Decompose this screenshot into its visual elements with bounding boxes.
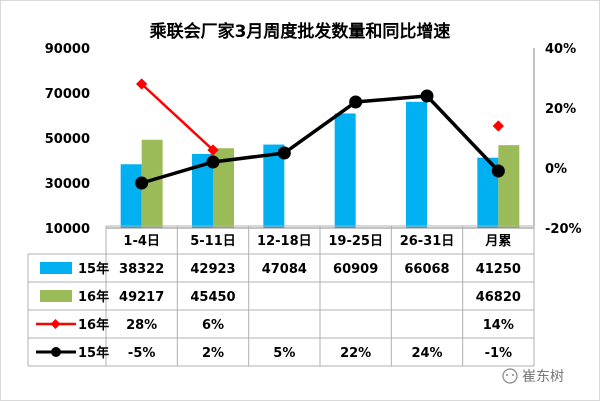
legend-key: [40, 262, 72, 274]
bar: [141, 139, 163, 228]
data-label: 38322: [119, 262, 164, 277]
data-label: -1%: [485, 346, 512, 361]
y2-tick-label: -20%: [545, 222, 582, 237]
bar: [334, 113, 356, 228]
wechat-icon: [502, 368, 518, 384]
data-label: 41250: [476, 262, 521, 277]
y-tick-label: 10000: [45, 222, 90, 237]
y2-tick-label: 20%: [545, 102, 576, 117]
line-marker: [349, 95, 363, 109]
category-label: 12-18日: [257, 234, 312, 249]
data-label: 22%: [340, 346, 371, 361]
bar: [477, 157, 499, 228]
data-label: 47084: [262, 262, 307, 277]
legend-label: 15年: [78, 345, 109, 361]
line-marker: [206, 155, 220, 169]
data-label: 66068: [404, 262, 449, 277]
watermark: 崔东树: [502, 368, 564, 385]
data-label: 2%: [202, 346, 224, 361]
category-label: 19-25日: [328, 234, 383, 249]
bar: [213, 148, 234, 228]
line-marker: [135, 176, 149, 190]
series-line: [140, 83, 214, 151]
bar: [192, 153, 213, 228]
bar: [263, 144, 285, 228]
y-tick-label: 50000: [45, 132, 90, 147]
category-label: 1-4日: [123, 234, 160, 249]
data-label: -5%: [128, 346, 155, 361]
data-label: 5%: [273, 346, 295, 361]
line-marker: [207, 144, 219, 156]
category-label: 26-31日: [400, 234, 455, 249]
data-label: 6%: [202, 318, 224, 333]
category-label: 月累: [484, 233, 511, 249]
legend-label: 15年: [78, 261, 109, 277]
bar-series: [106, 101, 534, 229]
y2-tick-label: 0%: [545, 162, 567, 177]
watermark-text: 崔东树: [522, 369, 564, 385]
y-axis-left: 90000 70000 50000 30000 10000: [45, 42, 90, 237]
y-tick-label: 70000: [45, 87, 90, 102]
data-table: 1-4日 5-11日 12-18日 19-25日 26-31日 月累 15年 38322 429…: [27, 225, 535, 367]
y-tick-label: 90000: [45, 42, 90, 57]
bar: [406, 101, 427, 228]
bar: [120, 164, 142, 228]
line-series: [135, 78, 505, 190]
line-marker: [277, 146, 291, 160]
y-axis-right: 40% 20% 0% -20%: [533, 42, 582, 237]
data-label: 42923: [190, 262, 235, 277]
series-line: [141, 94, 500, 185]
data-label: 24%: [411, 346, 442, 361]
legend-key: [40, 290, 72, 302]
y2-tick-label: 40%: [545, 42, 576, 57]
line-marker: [491, 164, 505, 178]
data-label: 60909: [333, 262, 378, 277]
bar: [498, 145, 520, 228]
data-label: 28%: [126, 318, 157, 333]
legend-label: 16年: [78, 289, 109, 305]
legend-marker: [51, 347, 61, 357]
data-label: 45450: [190, 290, 235, 305]
data-label: 14%: [483, 318, 514, 333]
category-label: 5-11日: [190, 234, 236, 249]
legend-label: 16年: [78, 317, 109, 333]
chart-title: 乘联会厂家3月周度批发数量和同比增速: [149, 21, 451, 42]
data-label: 49217: [119, 290, 164, 305]
line-marker: [420, 89, 434, 103]
data-label: 46820: [476, 290, 521, 305]
y-tick-label: 30000: [45, 177, 90, 192]
